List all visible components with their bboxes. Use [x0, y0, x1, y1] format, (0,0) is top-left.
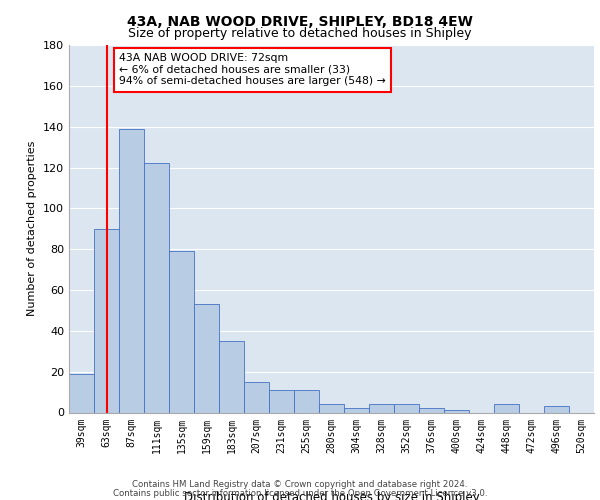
- Bar: [494, 404, 519, 412]
- Text: Contains public sector information licensed under the Open Government Licence v3: Contains public sector information licen…: [113, 488, 487, 498]
- Bar: [219, 341, 244, 412]
- Bar: [119, 128, 144, 412]
- X-axis label: Distribution of detached houses by size in Shipley: Distribution of detached houses by size …: [184, 492, 479, 500]
- Text: 43A NAB WOOD DRIVE: 72sqm
← 6% of detached houses are smaller (33)
94% of semi-d: 43A NAB WOOD DRIVE: 72sqm ← 6% of detach…: [119, 53, 386, 86]
- Bar: [369, 404, 394, 412]
- Bar: [294, 390, 319, 412]
- Bar: [344, 408, 369, 412]
- Bar: [94, 229, 119, 412]
- Y-axis label: Number of detached properties: Number of detached properties: [28, 141, 37, 316]
- Bar: [544, 406, 569, 412]
- Bar: [169, 251, 194, 412]
- Bar: [444, 410, 469, 412]
- Bar: [319, 404, 344, 412]
- Bar: [269, 390, 294, 412]
- Text: 43A, NAB WOOD DRIVE, SHIPLEY, BD18 4EW: 43A, NAB WOOD DRIVE, SHIPLEY, BD18 4EW: [127, 15, 473, 29]
- Bar: [144, 164, 169, 412]
- Text: Contains HM Land Registry data © Crown copyright and database right 2024.: Contains HM Land Registry data © Crown c…: [132, 480, 468, 489]
- Bar: [244, 382, 269, 412]
- Bar: [419, 408, 444, 412]
- Text: Size of property relative to detached houses in Shipley: Size of property relative to detached ho…: [128, 28, 472, 40]
- Bar: [394, 404, 419, 412]
- Bar: [194, 304, 219, 412]
- Bar: [69, 374, 94, 412]
